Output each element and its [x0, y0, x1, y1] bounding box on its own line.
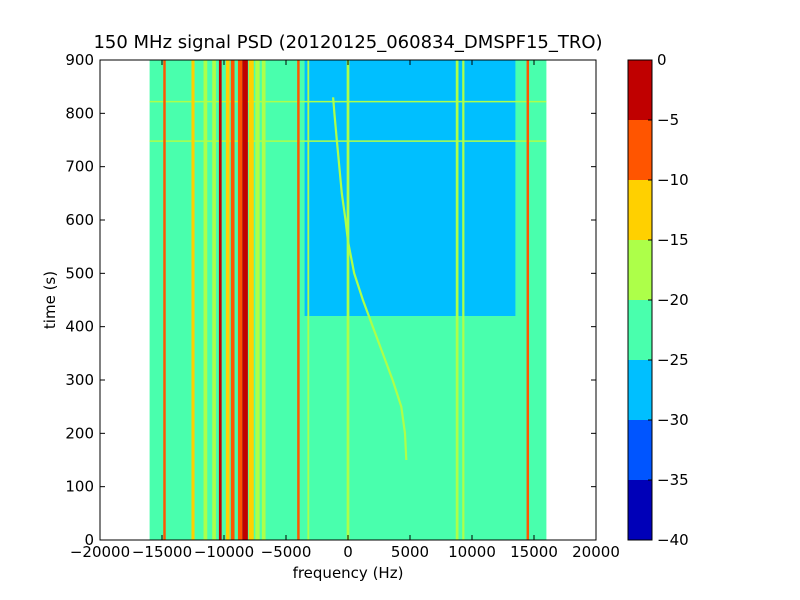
- colorbar-tick-label: 0: [657, 51, 667, 69]
- y-axis: 0 100 200 300 400 500 600 700 800 900: [65, 51, 596, 549]
- colorbar-segment: [628, 60, 652, 120]
- colorbar-tick-label: −40: [657, 531, 689, 549]
- plot-area: [149, 60, 547, 540]
- psd-quiet-region: [304, 60, 516, 316]
- psd-vertical-line: [225, 60, 230, 540]
- psd-vertical-line: [191, 60, 195, 540]
- y-tick-label: 800: [65, 104, 94, 122]
- colorbar-segment: [628, 360, 652, 420]
- y-tick-label: 600: [65, 211, 94, 229]
- psd-vertical-line: [462, 60, 465, 540]
- y-tick-label: 0: [84, 531, 94, 549]
- y-tick-label: 200: [65, 424, 94, 442]
- x-tick-label: −10000: [194, 543, 254, 561]
- x-tick-label: −20000: [70, 543, 130, 561]
- x-tick-label: 15000: [510, 543, 558, 561]
- colorbar-tick-label: −10: [657, 171, 689, 189]
- y-tick-label: 300: [65, 371, 94, 389]
- colorbar-segment: [628, 180, 652, 240]
- colorbar-tick-label: −30: [657, 411, 689, 429]
- colorbar-tick-label: −20: [657, 291, 689, 309]
- psd-vertical-line: [218, 60, 222, 540]
- psd-vertical-line: [248, 60, 254, 540]
- psd-vertical-line: [242, 60, 248, 540]
- colorbar-tick-label: −35: [657, 471, 689, 489]
- psd-vertical-line: [255, 60, 260, 540]
- y-tick-label: 100: [65, 478, 94, 496]
- colorbar-segment: [628, 480, 652, 540]
- y-axis-label: time (s): [41, 271, 59, 329]
- psd-vertical-line: [526, 60, 530, 540]
- psd-vertical-line: [203, 60, 208, 540]
- x-tick-label: 0: [343, 543, 353, 561]
- x-tick-label: −5000: [261, 543, 312, 561]
- colorbar-tick-label: −5: [657, 111, 679, 129]
- psd-vertical-line: [163, 60, 166, 540]
- colorbar-tick-label: −15: [657, 231, 689, 249]
- x-tick-label: 20000: [572, 543, 620, 561]
- psd-vertical-line: [261, 60, 266, 540]
- colorbar-segment: [628, 300, 652, 360]
- psd-vertical-line: [212, 60, 216, 540]
- psd-vertical-line: [346, 60, 350, 540]
- psd-vertical-line: [297, 60, 300, 540]
- chart-title: 150 MHz signal PSD (20120125_060834_DMSP…: [93, 32, 602, 53]
- psd-vertical-line: [237, 60, 243, 540]
- y-tick-label: 500: [65, 264, 94, 282]
- y-tick-label: 900: [65, 51, 94, 69]
- x-tick-label: 5000: [391, 543, 429, 561]
- x-axis: −20000 −15000 −10000 −5000 0 5000 10000 15000 20…: [70, 60, 620, 561]
- x-axis-label: frequency (Hz): [293, 564, 404, 582]
- colorbar-segment: [628, 240, 652, 300]
- psd-vertical-line: [307, 60, 310, 540]
- colorbar-segment: [628, 120, 652, 180]
- colorbar-segment: [628, 420, 652, 480]
- y-tick-label: 700: [65, 158, 94, 176]
- colorbar: −40 −35 −30 −25 −20 −15 −10 −5 0: [627, 51, 689, 549]
- colorbar-tick-label: −25: [657, 351, 689, 369]
- psd-vertical-line: [455, 60, 459, 540]
- x-tick-label: −15000: [132, 543, 192, 561]
- psd-vertical-line: [230, 60, 235, 540]
- doppler-track: [332, 97, 408, 461]
- x-tick-label: 10000: [448, 543, 496, 561]
- y-tick-label: 400: [65, 318, 94, 336]
